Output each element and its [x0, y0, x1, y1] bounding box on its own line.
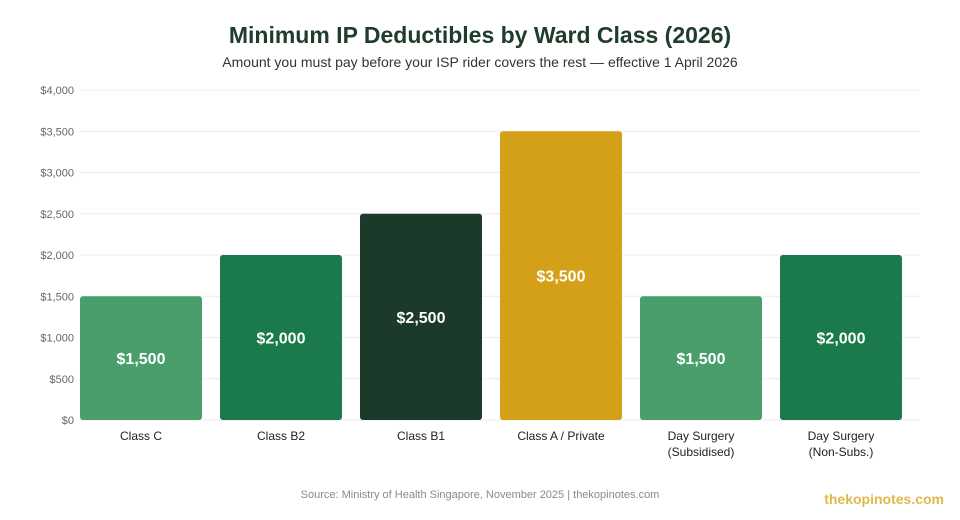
x-tick-label: (Subsidised)	[668, 445, 735, 459]
x-tick-label: Day Surgery	[808, 429, 875, 443]
y-axis-ticks: $0 $500 $1,000 $1,500 $2,000 $2,500 $3,000 $3,5…	[40, 85, 74, 427]
x-tick-label: Day Surgery	[668, 429, 735, 443]
bar-value-label: $1,500	[677, 351, 726, 368]
x-tick-label: (Non-Subs.)	[809, 445, 874, 459]
x-tick-label: Class B2	[257, 429, 305, 443]
bar-value-label: $2,000	[257, 331, 306, 348]
y-tick-label: $4,000	[40, 85, 74, 97]
y-tick-label: $0	[62, 415, 74, 427]
source-note: Source: Ministry of Health Singapore, No…	[300, 489, 660, 501]
bar	[220, 255, 342, 420]
bars: $1,500 $2,000 $2,500 $3,500 $1,500 $2,000	[80, 131, 902, 420]
y-tick-label: $1,000	[40, 333, 74, 345]
bar	[780, 255, 902, 420]
chart-title: Minimum IP Deductibles by Ward Class (20…	[228, 22, 732, 48]
x-axis-ticks: Class C Class B2 Class B1 Class A / Private…	[120, 429, 874, 459]
brand-watermark: thekopinotes.com	[824, 491, 944, 507]
bar	[500, 131, 622, 420]
x-tick-label: Class C	[120, 429, 162, 443]
y-tick-label: $2,000	[40, 250, 74, 262]
y-tick-label: $2,500	[40, 209, 74, 221]
bar-value-label: $1,500	[117, 351, 166, 368]
y-tick-label: $500	[50, 374, 74, 386]
y-tick-label: $3,500	[40, 126, 74, 138]
y-tick-label: $3,000	[40, 168, 74, 180]
bar-value-label: $2,500	[397, 310, 446, 327]
bar-value-label: $3,500	[537, 269, 586, 286]
bar-value-label: $2,000	[817, 331, 866, 348]
bar	[640, 296, 762, 420]
x-tick-label: Class A / Private	[517, 429, 605, 443]
y-tick-label: $1,500	[40, 291, 74, 303]
chart-subtitle: Amount you must pay before your ISP ride…	[222, 54, 738, 70]
x-tick-label: Class B1	[397, 429, 445, 443]
bar	[360, 213, 482, 420]
bar	[80, 296, 202, 420]
